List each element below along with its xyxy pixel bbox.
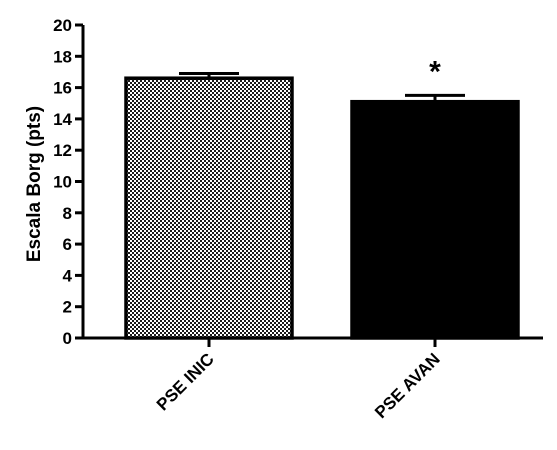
bar-pse-inic (124, 76, 294, 340)
significance-asterisk: * (429, 55, 441, 88)
x-tick-label: PSE AVAN (371, 349, 444, 422)
y-tick-label: 10 (53, 173, 72, 192)
y-tick-label: 8 (63, 204, 72, 223)
bars (124, 72, 520, 340)
y-tick-label: 20 (53, 16, 72, 35)
bar-pse-avan (350, 99, 520, 340)
y-tick-label: 6 (63, 235, 72, 254)
y-tick-label: 14 (53, 110, 72, 129)
y-tick-label: 0 (63, 329, 72, 348)
y-tick-label: 18 (53, 47, 72, 66)
y-tick-label: 4 (63, 266, 73, 285)
x-tick-label: PSE INIC (153, 349, 218, 414)
y-axis-label: Escala Borg (pts) (24, 106, 45, 262)
y-tick-label: 16 (53, 79, 72, 98)
y-tick-label: 2 (63, 298, 72, 317)
y-tick-label: 12 (53, 141, 72, 160)
